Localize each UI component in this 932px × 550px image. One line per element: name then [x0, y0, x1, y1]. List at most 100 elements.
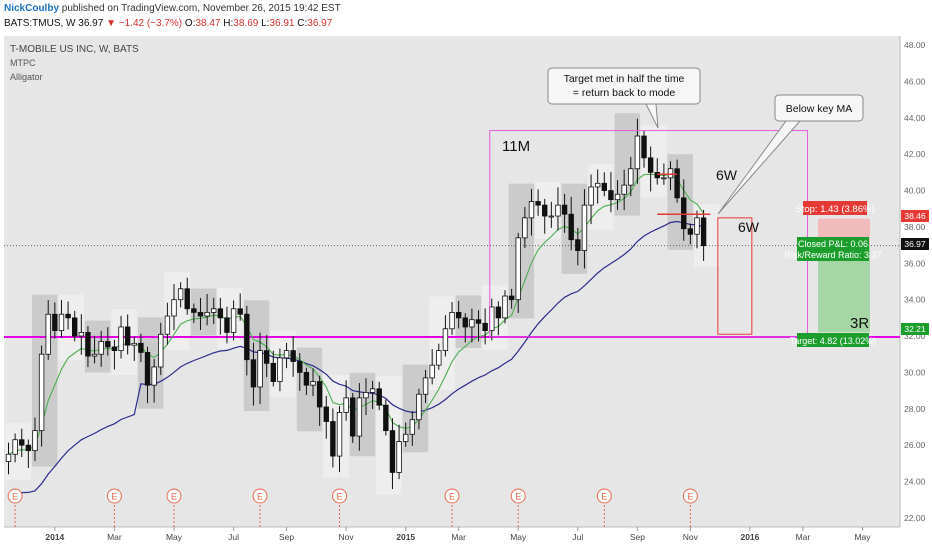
candle-body — [528, 201, 535, 219]
candle-body — [19, 439, 25, 446]
x-tick-label: 2015 — [396, 532, 415, 542]
candle-body — [350, 397, 356, 437]
candle-body — [647, 157, 654, 173]
candle-body — [674, 168, 680, 199]
y-tick-label: 24.00 — [904, 477, 926, 487]
candle-body — [376, 388, 382, 406]
x-tick-label: May — [854, 532, 871, 542]
earnings-icon — [166, 488, 182, 504]
closed-pl-text: Closed P&L: 0.06 — [798, 239, 868, 249]
y-tick-label: 30.00 — [904, 367, 926, 377]
y-tick-label: 28.00 — [904, 404, 926, 414]
callout-below-ma-pointer — [717, 120, 802, 215]
plot-background — [4, 36, 900, 527]
candle-body — [436, 350, 442, 366]
y-tick-label: 36.00 — [904, 258, 926, 268]
candle-body — [422, 377, 429, 395]
stop-text: Stop: 1.43 (3.86%) — [795, 204, 874, 215]
x-tick-label: Jul — [228, 532, 239, 542]
candle-body — [270, 362, 276, 382]
low-value: 36.91 — [269, 18, 295, 29]
candle-body — [561, 204, 568, 215]
y-tick-label: 40.00 — [904, 186, 926, 196]
price-change: −1.42 (−3.7%) — [118, 18, 183, 29]
target-text: Target: 4.82 (13.02%) — [790, 336, 877, 346]
callout-target-met-pointer — [645, 103, 659, 129]
candle-body — [158, 333, 164, 368]
candle-body — [502, 295, 508, 319]
candle-body — [52, 313, 58, 332]
candle-body — [111, 346, 118, 352]
candle-body — [131, 342, 137, 346]
candle-body — [257, 350, 263, 388]
stop-price-tag — [901, 210, 929, 222]
candle-body — [575, 239, 581, 251]
candle-body — [45, 313, 51, 355]
candle-body — [455, 312, 462, 319]
x-tick-label: 2014 — [45, 532, 64, 542]
candle-body — [389, 430, 396, 473]
candle-body — [601, 182, 607, 191]
candle-body — [91, 353, 98, 357]
target-price-tag — [901, 323, 929, 335]
x-tick-label: 2016 — [740, 532, 759, 542]
candle-body — [138, 342, 144, 353]
candle-body — [12, 439, 18, 455]
candle-body — [654, 171, 660, 179]
candle-body — [429, 364, 435, 379]
author-link[interactable]: NickCoulby — [4, 3, 60, 14]
candle-body — [297, 361, 303, 373]
x-tick-label: Jul — [572, 532, 583, 542]
candle-body — [25, 444, 32, 452]
candle-body — [363, 392, 369, 399]
x-tick-label: Nov — [339, 532, 355, 542]
high-value: 38.69 — [233, 18, 259, 29]
candle-body — [402, 433, 409, 442]
candle-body — [641, 135, 647, 159]
earnings-label: E — [171, 492, 177, 502]
label-11m: 11M — [502, 138, 530, 155]
pl-box — [797, 237, 869, 261]
candle-body — [495, 306, 502, 319]
earnings-label: E — [601, 492, 607, 502]
candle-body — [283, 350, 290, 359]
candle-body — [263, 350, 270, 364]
candle-body — [555, 204, 561, 217]
candle-body — [449, 312, 455, 330]
x-tick-label: Mar — [796, 532, 811, 542]
x-tick-label: Nov — [683, 532, 699, 542]
candle-body — [515, 237, 521, 301]
callout-target-met-line1: Target met in half the time — [564, 73, 685, 85]
callout-below-ma — [774, 94, 864, 122]
earnings-icon — [596, 488, 612, 504]
callout-below-ma-text: Below key MA — [786, 103, 853, 115]
y-tick-label: 22.00 — [904, 513, 926, 523]
candle-body — [336, 412, 343, 457]
last-price-tag-text: 36.97 — [904, 239, 926, 249]
x-tick-label: Sep — [279, 532, 294, 542]
y-tick-label: 48.00 — [904, 40, 926, 50]
y-tick-label: 38.00 — [904, 222, 926, 232]
last-price-tag — [901, 238, 929, 250]
candle-body — [661, 177, 667, 180]
projection-box — [717, 217, 753, 335]
candle-body — [548, 215, 555, 218]
y-tick-label: 44.00 — [904, 113, 926, 123]
candle-body — [396, 441, 402, 473]
candle-body — [217, 308, 224, 319]
candle-body — [694, 217, 700, 235]
candle-body — [462, 317, 468, 328]
candle-body — [535, 201, 541, 206]
candle-body — [171, 299, 177, 317]
candle-body — [237, 308, 243, 315]
candle-body — [409, 419, 416, 435]
candle-body — [197, 312, 204, 317]
candle-body — [542, 204, 548, 217]
open-label: O: — [184, 18, 196, 29]
ma-slow-line — [8, 220, 704, 495]
high-label: H: — [223, 18, 234, 29]
earnings-icon — [510, 488, 526, 504]
down-arrow-icon: ▼ — [106, 18, 116, 29]
